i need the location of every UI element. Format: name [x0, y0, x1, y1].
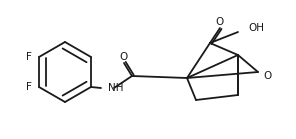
Text: O: O: [120, 52, 128, 62]
Text: F: F: [26, 52, 32, 62]
Text: NH: NH: [108, 83, 123, 93]
Text: F: F: [26, 82, 32, 92]
Text: O: O: [216, 17, 224, 27]
Text: OH: OH: [248, 23, 264, 33]
Text: O: O: [263, 71, 271, 81]
